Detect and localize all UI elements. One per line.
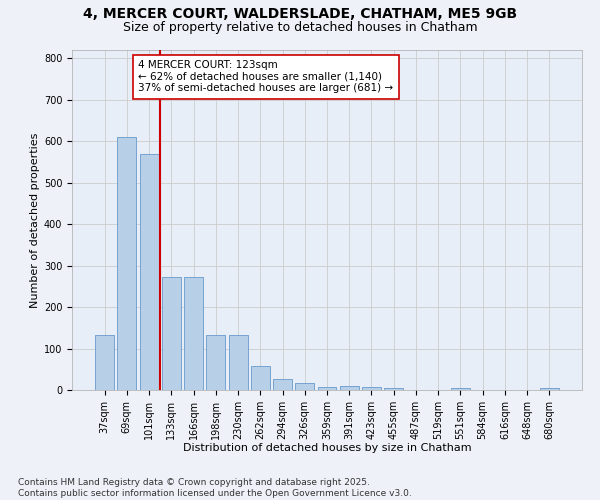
Bar (251, 366, 270, 390)
Text: 4, MERCER COURT, WALDERSLADE, CHATHAM, ME5 9GB: 4, MERCER COURT, WALDERSLADE, CHATHAM, M… (83, 8, 517, 22)
X-axis label: Distribution of detached houses by size in Chatham: Distribution of detached houses by size … (182, 444, 472, 454)
Bar (451, 388, 470, 390)
Bar (162, 277, 181, 390)
Text: Contains HM Land Registry data © Crown copyright and database right 2025.
Contai: Contains HM Land Registry data © Crown c… (18, 478, 412, 498)
Bar (229, 335, 248, 390)
Bar (140, 154, 158, 390)
Bar (118, 136, 136, 390)
Bar (362, 386, 381, 390)
Bar (273, 379, 292, 390)
Bar (295, 384, 314, 390)
Bar (540, 388, 559, 390)
Bar (206, 335, 225, 390)
Text: Size of property relative to detached houses in Chatham: Size of property relative to detached ho… (122, 21, 478, 34)
Bar (384, 388, 403, 390)
Bar (95, 335, 114, 390)
Bar (340, 386, 359, 390)
Bar (317, 386, 337, 390)
Bar (184, 277, 203, 390)
Text: 4 MERCER COURT: 123sqm
← 62% of detached houses are smaller (1,140)
37% of semi-: 4 MERCER COURT: 123sqm ← 62% of detached… (139, 60, 394, 94)
Y-axis label: Number of detached properties: Number of detached properties (29, 132, 40, 308)
